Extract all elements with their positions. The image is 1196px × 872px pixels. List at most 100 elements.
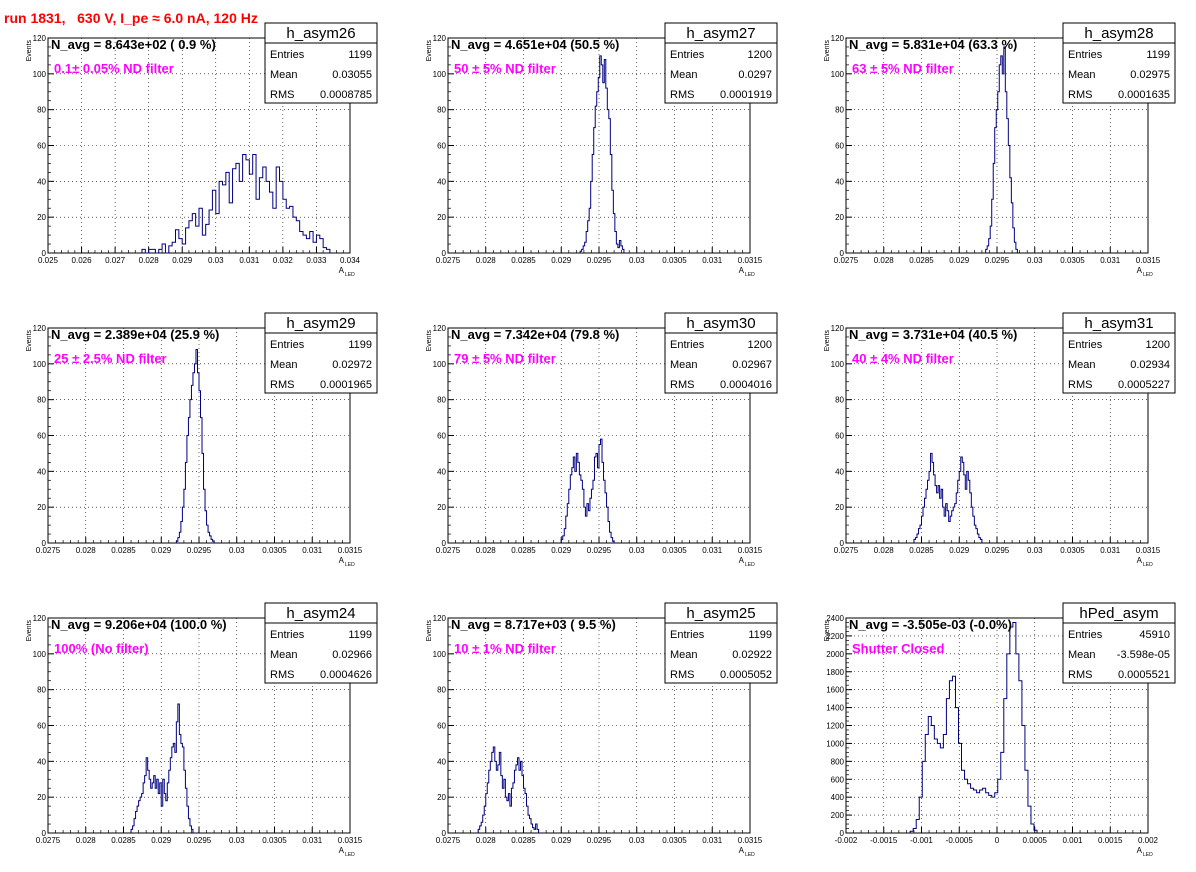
y-tick-label: 100 bbox=[433, 70, 447, 79]
x-tick-label: 0.031 bbox=[702, 256, 723, 265]
x-tick-label: 0.028 bbox=[874, 256, 895, 265]
x-axis-label-subscript: LED bbox=[745, 272, 755, 278]
x-tick-label: 0.031 bbox=[302, 836, 323, 845]
stats-value: 0.02934 bbox=[1130, 359, 1170, 371]
x-axis-label: A bbox=[739, 266, 745, 275]
y-tick-label: 120 bbox=[433, 34, 447, 43]
y-tick-label: 0 bbox=[442, 249, 447, 258]
y-axis-label: Events bbox=[824, 330, 831, 352]
x-tick-label: 0.03 bbox=[1027, 546, 1043, 555]
y-tick-label: 0 bbox=[42, 829, 47, 838]
y-tick-label: 100 bbox=[433, 650, 447, 659]
x-tick-label: 0.0295 bbox=[985, 546, 1010, 555]
navg-annotation: N_avg = 8.643e+02 ( 0.9 %) bbox=[51, 37, 216, 52]
x-tick-label: 0.031 bbox=[302, 546, 323, 555]
y-tick-label: 100 bbox=[433, 360, 447, 369]
x-tick-label: 0.03 bbox=[629, 836, 645, 845]
x-tick-label: 0.028 bbox=[874, 546, 895, 555]
y-tick-label: 80 bbox=[437, 106, 446, 115]
y-tick-label: 60 bbox=[437, 722, 446, 731]
y-tick-label: 40 bbox=[37, 467, 46, 476]
x-tick-label: 0.0305 bbox=[1060, 546, 1085, 555]
stats-value: 1199 bbox=[348, 629, 372, 641]
stats-label: Mean bbox=[670, 359, 698, 371]
x-tick-label: 0.001 bbox=[1062, 836, 1083, 845]
x-tick-label: -0.002 bbox=[835, 836, 858, 845]
x-axis-label: A bbox=[739, 556, 745, 565]
x-tick-label: 0.028 bbox=[476, 836, 497, 845]
stats-label: Entries bbox=[1068, 339, 1103, 351]
y-tick-label: 20 bbox=[37, 503, 46, 512]
stats-label: RMS bbox=[670, 379, 694, 391]
x-tick-label: 0.0285 bbox=[909, 546, 934, 555]
navg-annotation: N_avg = 9.206e+04 (100.0 %) bbox=[51, 617, 227, 632]
x-tick-label: 0.0315 bbox=[1136, 546, 1161, 555]
x-axis-label: A bbox=[339, 266, 345, 275]
x-tick-label: 0.002 bbox=[1138, 836, 1159, 845]
stats-label: Mean bbox=[670, 649, 698, 661]
filter-annotation: 25 ± 2.5% ND filter bbox=[54, 351, 167, 366]
x-axis-label-subscript: LED bbox=[745, 562, 755, 568]
y-tick-label: 1800 bbox=[826, 668, 844, 677]
y-tick-label: 1000 bbox=[826, 739, 844, 748]
x-tick-label: 0.028 bbox=[76, 836, 97, 845]
stats-value: 0.0297 bbox=[738, 69, 772, 81]
y-tick-label: 120 bbox=[33, 34, 47, 43]
stats-label: RMS bbox=[670, 89, 694, 101]
x-tick-label: 0.0275 bbox=[436, 256, 461, 265]
x-tick-label: 0.0285 bbox=[511, 546, 536, 555]
stats-label: RMS bbox=[1068, 89, 1092, 101]
y-tick-label: 120 bbox=[831, 34, 845, 43]
y-tick-label: 80 bbox=[835, 396, 844, 405]
stats-box bbox=[664, 602, 778, 684]
stats-box bbox=[664, 22, 778, 104]
y-axis-label: Events bbox=[26, 40, 33, 62]
y-tick-label: 800 bbox=[831, 757, 845, 766]
stats-histogram-name: h_asym29 bbox=[286, 315, 355, 332]
stats-box bbox=[1062, 312, 1176, 394]
x-tick-label: 0.0315 bbox=[738, 546, 763, 555]
stats-label: Mean bbox=[270, 649, 298, 661]
stats-value: 0.02967 bbox=[732, 359, 772, 371]
y-tick-label: 60 bbox=[437, 142, 446, 151]
stats-value: 0.0004016 bbox=[720, 379, 772, 391]
stats-label: RMS bbox=[270, 89, 294, 101]
y-tick-label: 200 bbox=[831, 811, 845, 820]
y-tick-label: 80 bbox=[37, 106, 46, 115]
y-tick-label: 20 bbox=[437, 793, 446, 802]
histogram-panel-h_asym26: 0.025 0.026 0.027 0.028 0.029 0.03 0.031 0.032 0… bbox=[26, 22, 378, 278]
x-tick-label: 0.028 bbox=[139, 256, 160, 265]
y-tick-label: 0 bbox=[840, 829, 845, 838]
stats-label: Entries bbox=[1068, 629, 1103, 641]
y-tick-label: 20 bbox=[37, 793, 46, 802]
x-tick-label: 0.0315 bbox=[338, 546, 363, 555]
stats-value: 1199 bbox=[748, 629, 772, 641]
x-tick-label: 0.027 bbox=[105, 256, 126, 265]
run-title: run 1831, 630 V, I_pe ≈ 6.0 nA, 120 Hz bbox=[4, 10, 258, 26]
x-tick-label: 0.034 bbox=[340, 256, 361, 265]
y-tick-label: 120 bbox=[433, 324, 447, 333]
x-tick-label: 0.0305 bbox=[1060, 256, 1085, 265]
x-tick-label: 0.0295 bbox=[187, 836, 212, 845]
y-tick-label: 1400 bbox=[826, 704, 844, 713]
filter-annotation: 63 ± 5% ND filter bbox=[852, 61, 954, 76]
stats-histogram-name: h_asym30 bbox=[686, 315, 755, 332]
y-tick-label: 20 bbox=[437, 503, 446, 512]
stats-label: Entries bbox=[270, 629, 305, 641]
stats-value: 1200 bbox=[748, 49, 772, 61]
y-tick-label: 0 bbox=[42, 249, 47, 258]
filter-annotation: 79 ± 5% ND filter bbox=[454, 351, 556, 366]
x-axis-label-subscript: LED bbox=[345, 852, 355, 858]
y-tick-label: 100 bbox=[831, 360, 845, 369]
x-tick-label: 0.0305 bbox=[262, 836, 287, 845]
stats-value: 0.02975 bbox=[1130, 69, 1170, 81]
y-tick-label: 400 bbox=[831, 793, 845, 802]
x-tick-label: 0.0005 bbox=[1023, 836, 1048, 845]
x-tick-label: 0.0295 bbox=[587, 256, 612, 265]
x-tick-label: 0 bbox=[995, 836, 1000, 845]
stats-histogram-name: h_asym25 bbox=[686, 605, 755, 622]
stats-box bbox=[1062, 602, 1176, 684]
x-tick-label: 0.029 bbox=[151, 546, 172, 555]
x-tick-label: 0.029 bbox=[551, 256, 572, 265]
